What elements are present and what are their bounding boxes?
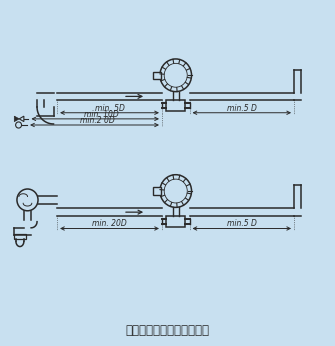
- Circle shape: [160, 59, 192, 92]
- Circle shape: [17, 189, 38, 211]
- Text: min.5 D: min.5 D: [227, 219, 257, 228]
- Text: 弯管、阀门和泵之间的安装: 弯管、阀门和泵之间的安装: [126, 324, 209, 337]
- Text: min.2 0D: min.2 0D: [80, 116, 115, 125]
- Text: min.5 D: min.5 D: [227, 104, 257, 113]
- Text: min. 5D: min. 5D: [94, 104, 125, 113]
- Polygon shape: [19, 116, 24, 121]
- Polygon shape: [14, 116, 19, 121]
- Bar: [166, 100, 185, 111]
- Bar: [153, 72, 160, 79]
- Circle shape: [164, 179, 187, 203]
- Text: min. 20D: min. 20D: [92, 219, 127, 228]
- Text: min. 10D: min. 10D: [84, 110, 119, 119]
- Bar: [153, 187, 160, 195]
- Circle shape: [164, 63, 187, 87]
- Bar: [166, 216, 185, 227]
- Circle shape: [160, 175, 192, 207]
- Bar: [14, 234, 26, 239]
